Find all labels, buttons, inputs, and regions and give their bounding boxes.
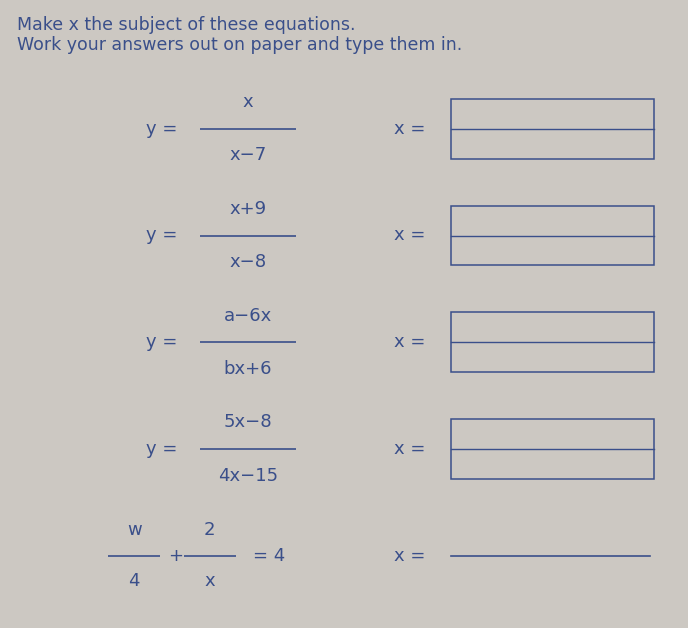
Text: 5x−8: 5x−8 <box>224 413 272 431</box>
Text: a−6x: a−6x <box>224 306 272 325</box>
Text: Work your answers out on paper and type them in.: Work your answers out on paper and type … <box>17 36 462 55</box>
Text: Make x the subject of these equations.: Make x the subject of these equations. <box>17 16 356 34</box>
Text: 2: 2 <box>204 521 215 539</box>
Text: +: + <box>168 547 183 565</box>
Text: 4x−15: 4x−15 <box>217 467 278 485</box>
Text: x =: x = <box>394 440 425 458</box>
Text: y =: y = <box>146 333 178 351</box>
Text: x: x <box>204 572 215 590</box>
Text: x =: x = <box>394 227 425 244</box>
Bar <box>451 420 654 479</box>
Bar <box>451 312 654 372</box>
Bar <box>451 99 654 158</box>
Text: bx+6: bx+6 <box>224 360 272 378</box>
Text: x−7: x−7 <box>229 146 266 165</box>
Text: x−8: x−8 <box>229 253 266 271</box>
Text: y =: y = <box>146 227 178 244</box>
Text: x: x <box>242 93 253 111</box>
Text: 4: 4 <box>129 572 140 590</box>
Text: x =: x = <box>394 547 425 565</box>
Text: y =: y = <box>146 120 178 138</box>
Text: = 4: = 4 <box>253 547 286 565</box>
Text: x =: x = <box>394 333 425 351</box>
Text: x =: x = <box>394 120 425 138</box>
Text: y =: y = <box>146 440 178 458</box>
Text: w: w <box>127 521 142 539</box>
Text: x+9: x+9 <box>229 200 266 218</box>
Bar <box>451 206 654 265</box>
